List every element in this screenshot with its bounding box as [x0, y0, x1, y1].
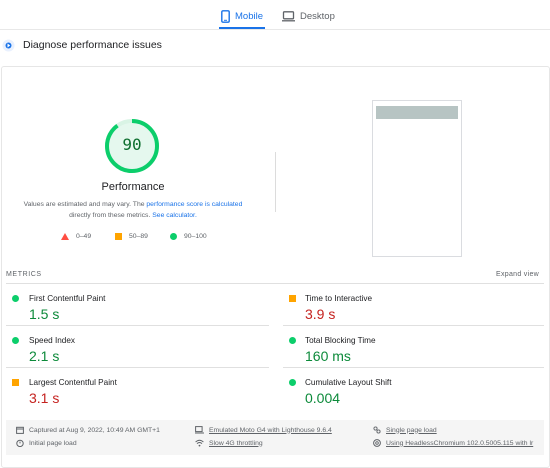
- page-screenshot-thumbnail[interactable]: [372, 100, 462, 257]
- description-text-2: directly from these metrics.: [69, 212, 151, 219]
- green-circle-icon: [170, 233, 177, 240]
- metric-divider: [283, 325, 544, 326]
- screenshot-header-bar: [376, 106, 458, 119]
- orange-square-icon: [115, 233, 122, 240]
- tab-mobile[interactable]: Mobile: [221, 7, 263, 25]
- tab-desktop-label: Desktop: [300, 10, 335, 22]
- performance-title: Performance: [101, 181, 165, 193]
- browser-info: Using HeadlessChromium 102.0.5005.115 wi…: [373, 439, 533, 447]
- single-load-icon: [373, 426, 381, 434]
- browser-info-text[interactable]: Using HeadlessChromium 102.0.5005.115 wi…: [386, 439, 534, 447]
- metric-cls-value: 0.004: [305, 390, 341, 406]
- legend-pass: 90–100: [170, 233, 207, 240]
- legend-pass-label: 90–100: [184, 233, 207, 240]
- card-divider: [275, 152, 276, 212]
- metrics-label: METRICS: [6, 271, 42, 278]
- red-triangle-icon: [61, 233, 69, 240]
- expand-view-button[interactable]: Expand view: [496, 271, 539, 278]
- metric-lcp-name: Largest Contentful Paint: [29, 378, 117, 387]
- calendar-icon: [16, 426, 24, 434]
- orange-square-icon: [289, 295, 296, 302]
- emulated-device-text[interactable]: Emulated Moto G4 with Lighthouse 9.6.4: [209, 426, 332, 434]
- metric-divider: [283, 367, 544, 368]
- throttling: Slow 4G throttling: [195, 439, 263, 447]
- timer-icon: [16, 439, 24, 447]
- lighthouse-diagnose-icon: [2, 39, 15, 52]
- emulated-device: Emulated Moto G4 with Lighthouse 9.6.4: [195, 426, 332, 434]
- performance-score: 90: [122, 135, 142, 154]
- performance-card: [1, 66, 550, 468]
- metric-lcp-value: 3.1 s: [29, 390, 60, 406]
- device-tabs: Mobile Desktop: [0, 0, 550, 30]
- chrome-icon: [373, 439, 381, 447]
- throttling-text[interactable]: Slow 4G throttling: [209, 439, 263, 447]
- metric-tti-value: 3.9 s: [305, 306, 336, 322]
- captured-at: Captured at Aug 9, 2022, 10:49 AM GMT+1: [16, 426, 160, 434]
- green-circle-icon: [289, 337, 296, 344]
- metric-fcp-value: 1.5 s: [29, 306, 60, 322]
- metrics-divider: [6, 283, 544, 284]
- tab-desktop[interactable]: Desktop: [282, 7, 335, 25]
- legend-average: 50–89: [115, 233, 148, 240]
- metric-cls-name: Cumulative Layout Shift: [305, 378, 392, 387]
- captured-at-text: Captured at Aug 9, 2022, 10:49 AM GMT+1: [29, 426, 160, 434]
- metric-fcp-name: First Contentful Paint: [29, 294, 106, 303]
- runtime-settings: Captured at Aug 9, 2022, 10:49 AM GMT+1 …: [6, 420, 544, 455]
- initial-page-load: Initial page load: [16, 439, 77, 447]
- orange-square-icon: [12, 379, 19, 386]
- metric-divider: [6, 325, 269, 326]
- tab-mobile-label: Mobile: [235, 10, 263, 22]
- active-tab-indicator: [219, 27, 265, 29]
- laptop-icon: [282, 10, 295, 21]
- section-title: Diagnose performance issues: [23, 39, 162, 51]
- performance-description: Values are estimated and may vary. The p…: [14, 199, 252, 221]
- calculator-link[interactable]: See calculator.: [152, 212, 197, 219]
- section-header: Diagnose performance issues: [0, 37, 550, 57]
- device-icon: [195, 426, 204, 434]
- legend-average-label: 50–89: [129, 233, 148, 240]
- metric-tbt-name: Total Blocking Time: [305, 336, 376, 345]
- tabs-divider: [0, 29, 550, 30]
- metric-si-value: 2.1 s: [29, 348, 60, 364]
- initial-page-load-text: Initial page load: [29, 439, 77, 447]
- legend-fail-label: 0–49: [76, 233, 92, 240]
- green-circle-icon: [12, 337, 19, 344]
- gauge-arc: [105, 119, 159, 173]
- metric-divider: [6, 367, 269, 368]
- performance-gauge: [105, 119, 159, 173]
- phone-icon: [221, 9, 230, 23]
- description-text: Values are estimated and may vary. The: [23, 201, 145, 208]
- metric-si-name: Speed Index: [29, 336, 75, 345]
- page-load-text[interactable]: Single page load: [386, 426, 437, 434]
- legend-fail: 0–49: [61, 233, 91, 240]
- metric-tbt-value: 160 ms: [305, 348, 351, 364]
- metric-tti-name: Time to Interactive: [305, 294, 373, 303]
- green-circle-icon: [12, 295, 19, 302]
- wifi-icon: [195, 439, 204, 447]
- page-load-type: Single page load: [373, 426, 437, 434]
- green-circle-icon: [289, 379, 296, 386]
- score-calculated-link[interactable]: performance score is calculated: [146, 201, 243, 208]
